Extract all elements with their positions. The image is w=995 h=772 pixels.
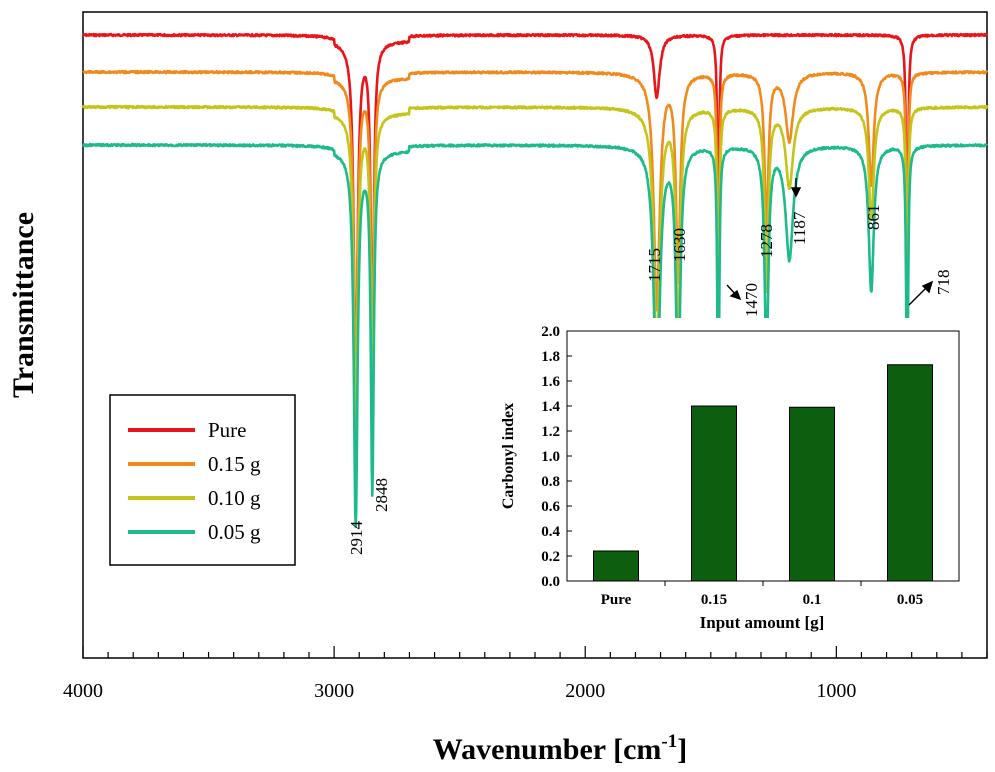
x-axis: 4000 3000 2000 1000	[63, 646, 988, 702]
arrow-718-head	[921, 280, 934, 294]
inset-y-tick-label: 1.0	[541, 449, 560, 465]
inset-y-axis-title: Carbonyl index	[500, 403, 517, 509]
peak-label-718: 718	[934, 270, 953, 296]
x-axis-title-suffix: ]	[677, 733, 687, 766]
legend-label-010: 0.10 g	[208, 486, 261, 510]
inset-x-tick-label: Pure	[601, 592, 632, 608]
spectrum-line-1	[82, 32, 989, 396]
spectrum-line-4	[82, 142, 988, 529]
arrow-718	[908, 286, 928, 306]
x-axis-title-superscript: -1	[661, 731, 677, 752]
inset-bar-3	[789, 406, 835, 582]
legend-label-005: 0.05 g	[208, 520, 261, 544]
inset-bar-2	[691, 405, 737, 582]
x-axis-title-main: Wavenumber [cm	[433, 733, 662, 766]
x-tick-label: 2000	[565, 680, 605, 702]
inset-chart: 0.0 0.2 0.4 0.6 0.8 1.0 1.2 1.4 1.6 1.8 2.0 Pure 0.…	[480, 318, 962, 640]
peak-label-1630: 1630	[670, 228, 689, 262]
x-tick-label: 3000	[314, 680, 354, 702]
peak-label-2914: 2914	[347, 521, 366, 556]
x-axis-title: Wavenumber [cm-1]	[433, 731, 687, 766]
inset-y-axis: 0.0 0.2 0.4 0.6 0.8 1.0 1.2 1.4 1.6 1.8 2.0	[541, 324, 572, 590]
inset-y-tick-label: 0.8	[541, 474, 560, 490]
legend-frame	[109, 394, 296, 566]
inset-x-axis-title: Input amount [g]	[700, 613, 825, 632]
inset-y-tick-label: 0.6	[541, 499, 560, 515]
peak-label-861: 861	[864, 205, 883, 231]
inset-y-tick-label: 1.8	[541, 349, 560, 365]
inset-bar-1	[593, 550, 639, 582]
inset-x-tick-label: 0.1	[803, 592, 822, 608]
peak-label-1715: 1715	[645, 248, 664, 282]
inset-x-tick-label: 0.15	[701, 592, 727, 608]
inset-bars	[593, 364, 933, 582]
peak-label-1470: 1470	[742, 283, 761, 317]
spectra-lines	[81, 32, 989, 529]
inset-x-tick-label: 0.05	[897, 592, 923, 608]
inset-y-tick-label: 1.2	[541, 424, 560, 440]
x-tick-label: 1000	[816, 680, 856, 702]
legend: Pure 0.15 g 0.10 g 0.05 g	[109, 394, 296, 566]
peak-arrows	[726, 178, 934, 306]
inset-y-tick-label: 1.6	[541, 374, 560, 390]
spectrum-line-2	[82, 69, 989, 398]
legend-label-015: 0.15 g	[208, 452, 261, 476]
inset-y-tick-label: 1.4	[541, 399, 560, 415]
arrow-1470-head	[729, 289, 742, 301]
inset-y-tick-label: 2.0	[541, 324, 560, 340]
inset-bar-4	[887, 364, 933, 582]
peak-label-2848: 2848	[372, 478, 391, 512]
inset-y-tick-label: 0.2	[541, 549, 560, 565]
spectrum-line-3	[81, 104, 989, 457]
inset-x-axis: Pure 0.15 0.1 0.05	[601, 581, 923, 608]
legend-label-pure: Pure	[208, 418, 247, 442]
peak-label-1187: 1187	[790, 211, 809, 245]
peak-label-1278: 1278	[757, 224, 776, 258]
inset-y-tick-label: 0.0	[541, 574, 560, 590]
x-tick-label: 4000	[63, 680, 103, 702]
y-axis-title: Transmittance	[7, 212, 40, 398]
inset-y-tick-label: 0.4	[541, 524, 560, 540]
arrow-1187-head	[790, 187, 802, 198]
